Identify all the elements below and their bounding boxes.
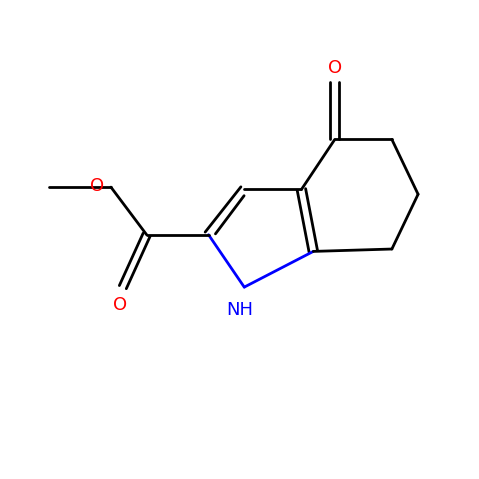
Text: O: O [328, 58, 342, 77]
Text: O: O [90, 177, 104, 195]
Text: NH: NH [226, 301, 253, 319]
Text: O: O [114, 296, 127, 314]
